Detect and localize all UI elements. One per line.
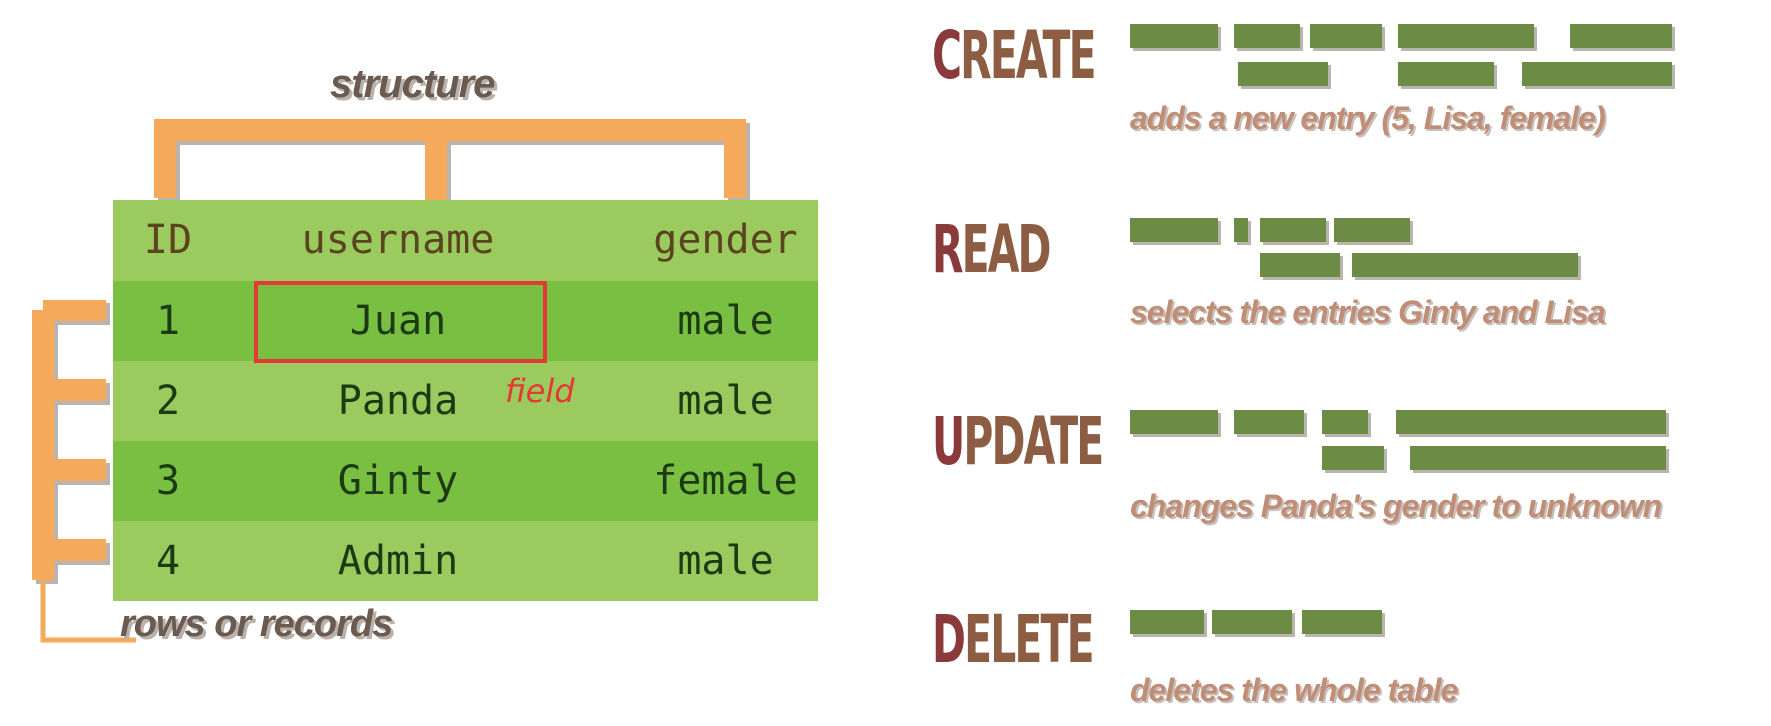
op-word-rest: EAD xyxy=(961,211,1052,288)
cell-id: 3 xyxy=(155,458,181,504)
rows-records-label: rows or records xyxy=(120,603,393,645)
cell-id: 1 xyxy=(155,298,181,344)
cell-gender: male xyxy=(677,378,774,424)
cell-username: Ginty xyxy=(337,458,459,504)
cell-id: 2 xyxy=(155,378,181,424)
op-delete-word: DELETE xyxy=(932,607,1095,673)
op-first-letter: R xyxy=(932,211,964,288)
header-gender: gender xyxy=(653,217,798,263)
header-id: ID xyxy=(143,217,193,263)
table-row: 4 Admin male xyxy=(113,521,818,601)
structure-label: structure xyxy=(330,62,495,106)
cell-gender: male xyxy=(677,298,774,344)
header-username: username xyxy=(301,217,495,263)
op-word-rest: PDATE xyxy=(963,403,1104,480)
rows-bracket xyxy=(32,300,136,643)
op-word-rest: ELETE xyxy=(964,601,1094,678)
table-header-row: ID username gender xyxy=(113,200,818,281)
table-row: 1 Juan male xyxy=(113,281,818,361)
field-highlight-box xyxy=(254,281,547,363)
cell-username: Admin xyxy=(337,538,459,584)
cell-username: Juan xyxy=(349,298,447,344)
structure-bracket xyxy=(154,119,750,207)
cell-gender: female xyxy=(653,458,798,504)
table-row: 2 Panda male xyxy=(113,361,818,441)
op-first-letter: C xyxy=(932,17,962,94)
op-first-letter: U xyxy=(932,403,965,480)
op-update-description: changes Panda's gender to unknown xyxy=(1130,488,1662,524)
op-read-word: READ xyxy=(932,217,1052,283)
users-table: ID username gender 1 Juan male 2 Panda m… xyxy=(113,200,818,603)
op-delete-description: deletes the whole table xyxy=(1130,672,1458,708)
op-update-word: UPDATE xyxy=(932,409,1104,475)
field-label: field xyxy=(505,372,575,410)
op-word-rest: REATE xyxy=(960,17,1096,94)
op-create-description: adds a new entry (5, Lisa, female) xyxy=(1130,100,1606,136)
op-read-description: selects the entries Ginty and Lisa xyxy=(1130,294,1606,330)
op-create-word: CREATE xyxy=(932,23,1097,89)
table-row: 3 Ginty female xyxy=(113,441,818,521)
cell-username: Panda xyxy=(337,378,459,424)
op-first-letter: D xyxy=(932,601,966,678)
cell-gender: male xyxy=(677,538,774,584)
cell-id: 4 xyxy=(155,538,181,584)
